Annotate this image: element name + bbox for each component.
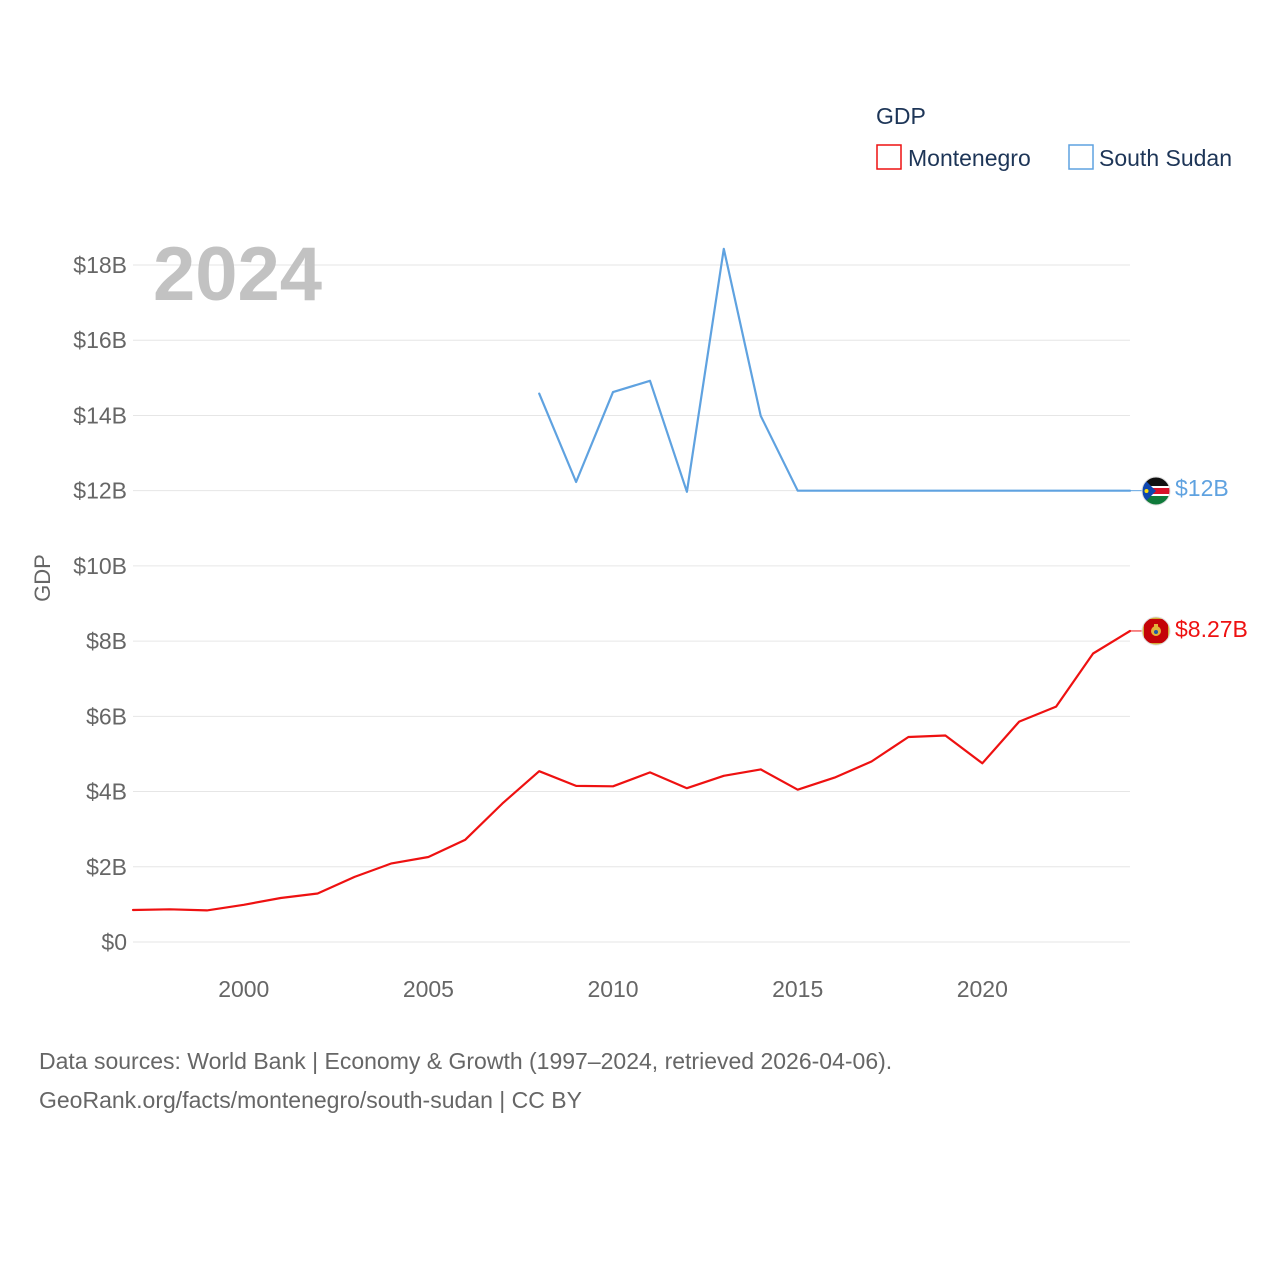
gridlines bbox=[133, 264, 1130, 943]
legend-item-south-sudan[interactable]: South Sudan bbox=[1068, 144, 1232, 171]
x-tick-label: 2010 bbox=[587, 976, 638, 1002]
y-tick-label: $6B bbox=[86, 703, 127, 729]
y-tick-label: $12B bbox=[73, 478, 127, 504]
y-tick-label: $16B bbox=[73, 327, 127, 353]
y-tick-label: $10B bbox=[73, 553, 127, 579]
footer-sources: Data sources: World Bank | Economy & Gro… bbox=[39, 1048, 892, 1074]
series-lines bbox=[131, 247, 1142, 912]
y-tick-label: $14B bbox=[73, 402, 127, 428]
legend-swatch-south-sudan bbox=[1068, 144, 1094, 170]
y-tick-label: $4B bbox=[86, 779, 127, 805]
x-tick-label: 2015 bbox=[772, 976, 823, 1002]
legend-item-montenegro[interactable]: Montenegro bbox=[876, 144, 1031, 171]
x-tick-label: 2005 bbox=[403, 976, 454, 1002]
south-sudan-flag bbox=[1141, 476, 1171, 506]
series-line-south-sudan bbox=[538, 247, 1132, 493]
x-axis-tick-labels: 2000 2005 2010 2015 2020 bbox=[218, 976, 1008, 1002]
legend: GDP Montenegro South Sudan bbox=[876, 103, 1232, 171]
y-tick-label: $0 bbox=[101, 929, 127, 955]
x-tick-label: 2020 bbox=[957, 976, 1008, 1002]
legend-swatch-montenegro bbox=[876, 144, 902, 170]
legend-label-south-sudan: South Sudan bbox=[1099, 145, 1232, 171]
y-tick-label: $18B bbox=[73, 252, 127, 278]
footer-url: GeoRank.org/facts/montenegro/south-sudan… bbox=[39, 1087, 582, 1113]
legend-label-montenegro: Montenegro bbox=[908, 145, 1031, 171]
y-tick-label: $8B bbox=[86, 628, 127, 654]
year-watermark: 2024 bbox=[153, 232, 322, 317]
montenegro-end-label: $8.27B bbox=[1175, 616, 1248, 642]
y-tick-label: $2B bbox=[86, 854, 127, 880]
x-tick-label: 2000 bbox=[218, 976, 269, 1002]
y-axis-title: GDP bbox=[30, 554, 55, 602]
y-axis-tick-labels: $0 $2B $4B $6B $8B $10B $12B $14B $16B $18B bbox=[73, 252, 127, 955]
montenegro-flag bbox=[1141, 616, 1171, 646]
legend-title: GDP bbox=[876, 103, 926, 129]
south-sudan-end-label: $12B bbox=[1175, 475, 1229, 501]
series-line-montenegro bbox=[131, 629, 1132, 912]
